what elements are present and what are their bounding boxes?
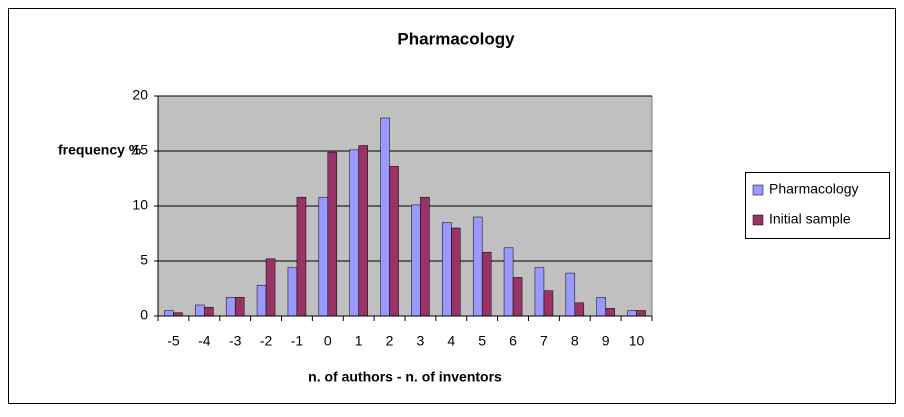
y-tick-label: 15	[132, 142, 148, 158]
x-tick-label: -2	[260, 333, 273, 349]
bar	[420, 196, 430, 317]
bar	[204, 306, 214, 317]
bar	[451, 227, 461, 317]
legend-swatch	[752, 214, 764, 226]
bar	[512, 277, 523, 317]
x-tick-label: 5	[478, 333, 486, 349]
legend-swatch	[752, 184, 764, 196]
x-tick-label: 0	[324, 333, 332, 349]
x-tick-label: -1	[291, 333, 304, 349]
bar	[349, 149, 359, 317]
bar	[380, 117, 390, 317]
x-tick-label: -4	[198, 333, 211, 349]
bar	[327, 151, 338, 317]
y-tick-label: 10	[132, 197, 148, 213]
x-tick-label: -3	[229, 333, 242, 349]
bar	[472, 216, 483, 317]
bar	[195, 304, 205, 317]
bar	[225, 297, 236, 317]
y-tick-label: 20	[132, 87, 148, 103]
bar	[234, 297, 245, 317]
x-tick-label: 6	[509, 333, 517, 349]
bar	[565, 272, 576, 317]
bar	[389, 166, 399, 317]
bar	[543, 290, 554, 317]
bar	[503, 247, 514, 317]
bar	[318, 196, 329, 317]
bar	[627, 310, 637, 317]
bar	[358, 145, 368, 317]
bar	[265, 258, 276, 317]
y-axis-label: frequency %	[58, 142, 142, 158]
bar	[605, 308, 615, 317]
bar	[256, 284, 267, 317]
bar	[534, 267, 545, 317]
bar	[164, 310, 174, 317]
x-tick-label: 1	[355, 333, 363, 349]
legend-label: Pharmacology	[769, 181, 859, 197]
x-tick-label: 10	[629, 333, 645, 349]
x-axis-label: n. of authors - n. of inventors	[308, 369, 502, 385]
bar	[411, 204, 421, 317]
legend	[745, 172, 890, 239]
bar	[287, 267, 298, 317]
x-tick-label: 8	[571, 333, 579, 349]
bar	[596, 297, 606, 317]
y-tick-label: 5	[140, 252, 148, 268]
x-tick-label: 3	[417, 333, 425, 349]
bar	[481, 251, 492, 317]
bar	[574, 302, 585, 317]
legend-label: Initial sample	[769, 211, 851, 227]
x-tick-label: 9	[602, 333, 610, 349]
bar	[296, 196, 307, 317]
x-tick-label: 2	[386, 333, 394, 349]
x-tick-label: -5	[167, 333, 180, 349]
y-tick-label: 0	[140, 307, 148, 323]
bar	[636, 310, 646, 317]
chart-title: Pharmacology	[397, 29, 515, 48]
x-tick-label: 4	[447, 333, 455, 349]
x-tick-label: 7	[540, 333, 548, 349]
bar	[442, 222, 452, 317]
